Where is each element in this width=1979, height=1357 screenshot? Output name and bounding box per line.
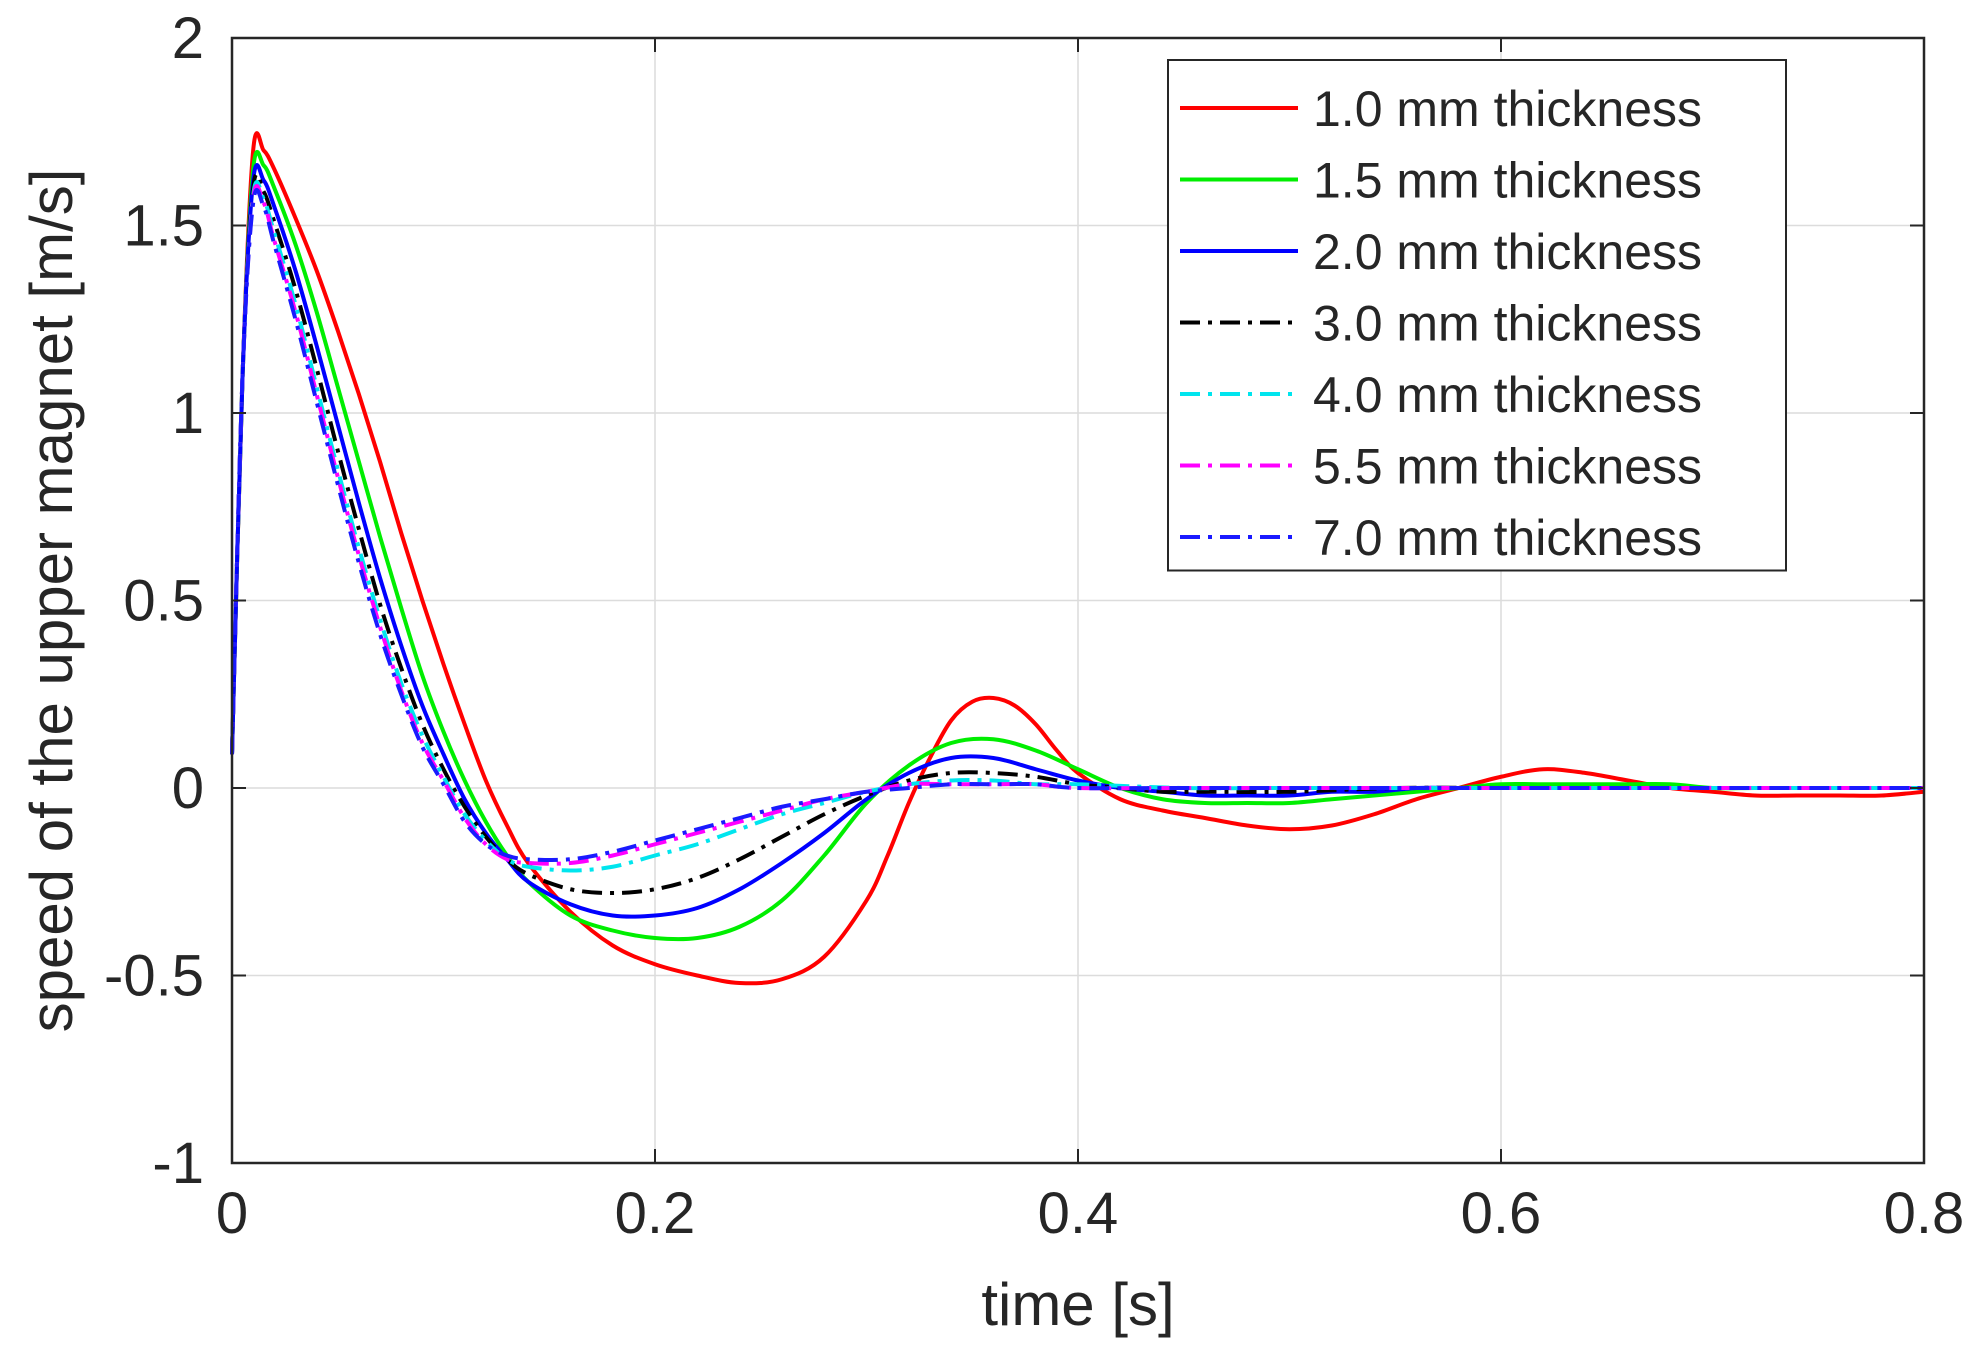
x-tick-label: 0.8 bbox=[1884, 1181, 1965, 1246]
x-tick-label: 0.2 bbox=[615, 1181, 696, 1246]
y-tick-label: 1 bbox=[172, 381, 204, 446]
x-tick-label: 0.4 bbox=[1038, 1181, 1119, 1246]
legend-label-2-0-mm-thickness: 2.0 mm thickness bbox=[1313, 224, 1702, 280]
x-tick-label: 0 bbox=[216, 1181, 248, 1246]
legend-label-4-0-mm-thickness: 4.0 mm thickness bbox=[1313, 367, 1702, 423]
legend-box bbox=[1167, 59, 1787, 572]
series-line-3-0-mm-thickness bbox=[230, 172, 1924, 895]
y-tick-label: 2 bbox=[172, 6, 204, 71]
y-axis-label: speed of the upper magnet [m/s] bbox=[18, 169, 85, 1033]
y-tick-label: 1.5 bbox=[123, 194, 204, 259]
legend-label-3-0-mm-thickness: 3.0 mm thickness bbox=[1313, 296, 1702, 352]
x-tick-label: 0.6 bbox=[1461, 1181, 1542, 1246]
plot-area bbox=[230, 131, 1925, 986]
series-line-5-5-mm-thickness bbox=[230, 183, 1924, 866]
x-axis-label: time [s] bbox=[981, 1271, 1174, 1338]
legend-label-5-5-mm-thickness: 5.5 mm thickness bbox=[1313, 439, 1702, 495]
y-tick-label: 0 bbox=[172, 756, 204, 821]
series-line-4-0-mm-thickness bbox=[230, 180, 1924, 873]
series-line-7-0-mm-thickness bbox=[230, 188, 1924, 862]
y-tick-label: 0.5 bbox=[123, 569, 204, 634]
y-tick-label: -1 bbox=[152, 1131, 204, 1196]
series-line-1-0-mm-thickness bbox=[230, 131, 1925, 986]
legend-label-7-0-mm-thickness: 7.0 mm thickness bbox=[1313, 510, 1702, 566]
legend-label-1-5-mm-thickness: 1.5 mm thickness bbox=[1313, 153, 1702, 209]
legend: 1.0 mm thickness 1.5 mm thickness 2.0 mm t… bbox=[1167, 59, 1787, 572]
series-line-1-5-mm-thickness bbox=[230, 150, 1924, 942]
y-tick-label: -0.5 bbox=[104, 944, 204, 1009]
legend-label-1-0-mm-thickness: 1.0 mm thickness bbox=[1313, 81, 1702, 137]
axis-ticks: 0 0.2 0.4 0.6 0.8 -1 -0.5 0 0.5 1 1.5 2 bbox=[104, 6, 1964, 1246]
